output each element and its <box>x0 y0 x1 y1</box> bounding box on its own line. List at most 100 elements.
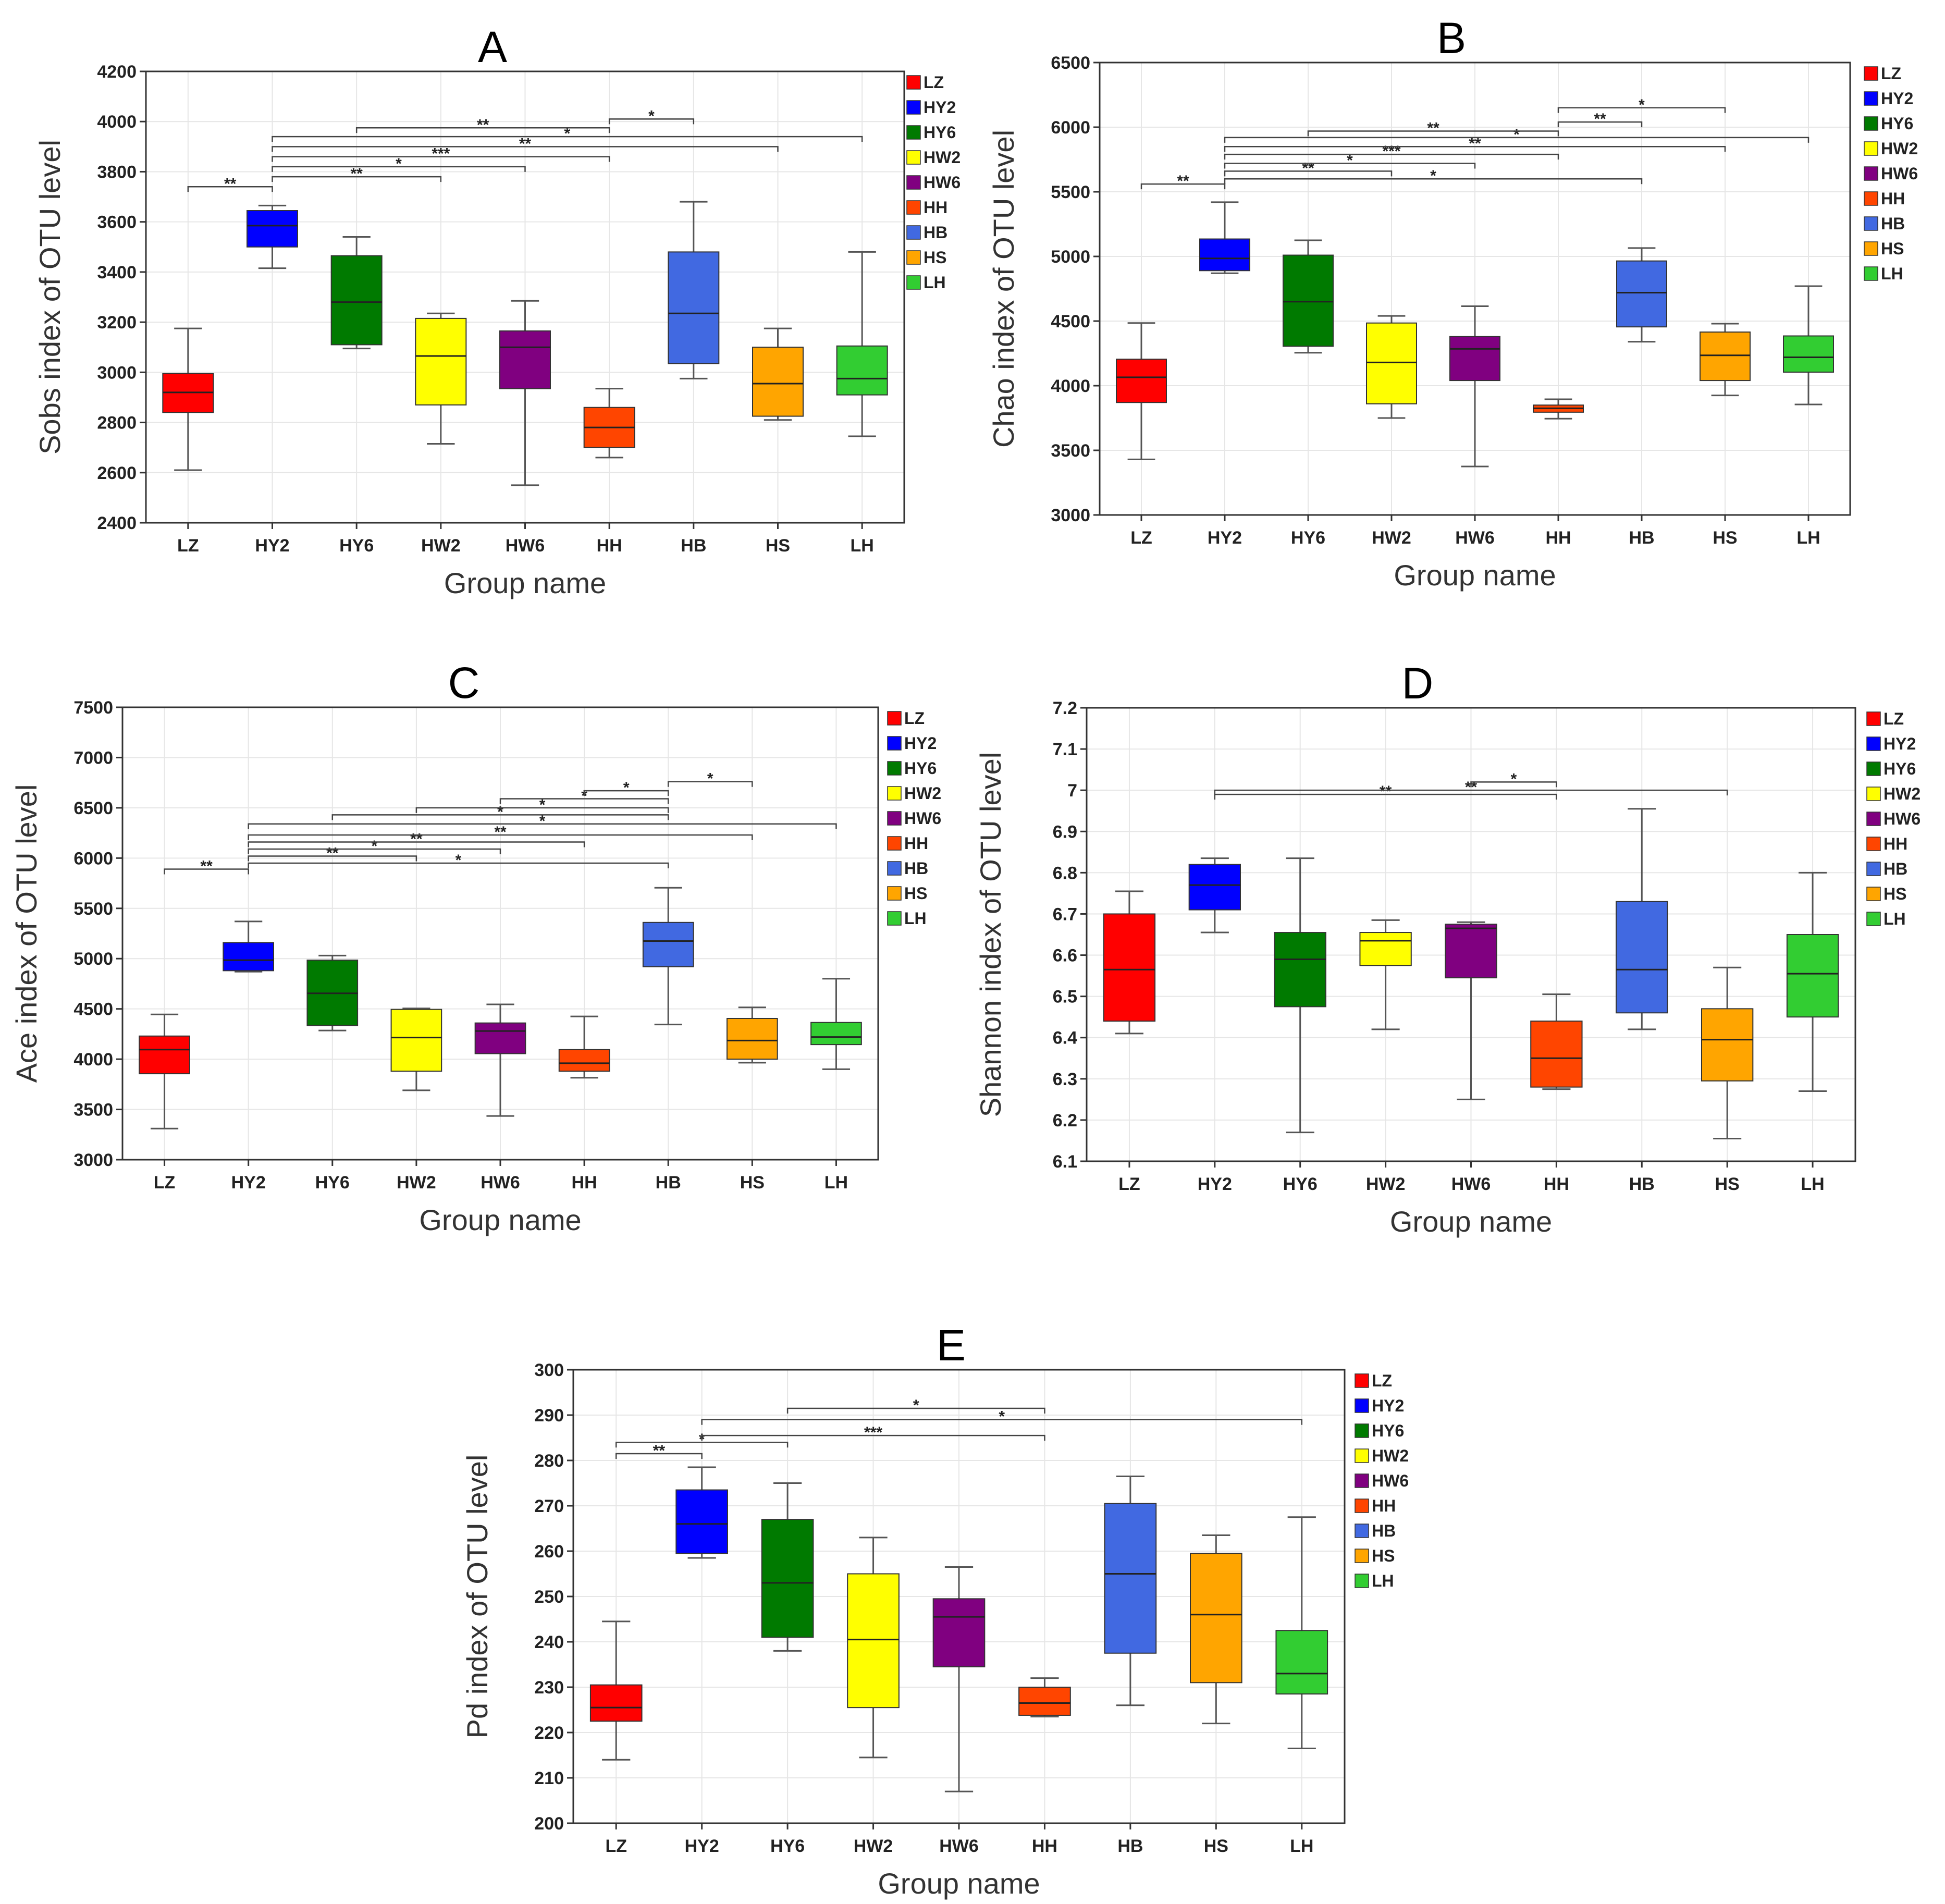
legend-label: HW2 <box>1881 139 1918 158</box>
bracket-line <box>583 790 669 796</box>
bracket-line <box>1224 178 1643 185</box>
legend-swatch <box>1355 1423 1369 1438</box>
y-tick-label: 6500 <box>73 799 113 818</box>
legend-item-hy6: HY6 <box>906 123 956 142</box>
y-tick-label: 4500 <box>1051 312 1090 331</box>
box-hw6 <box>499 300 551 486</box>
legend-item-hy2: HY2 <box>1866 734 1916 753</box>
legend-label: HW2 <box>1884 784 1921 803</box>
box-body <box>1190 1553 1242 1684</box>
legend-label: LH <box>1881 264 1903 283</box>
significance-label: ** <box>224 175 237 192</box>
legend-label: HH <box>1881 189 1905 208</box>
legend-label: LZ <box>904 709 925 728</box>
significance-bracket: * <box>1224 126 1809 143</box>
box-body <box>558 1049 610 1072</box>
legend-swatch <box>1864 141 1878 156</box>
box-hw2 <box>1366 315 1417 419</box>
box-lz <box>1103 890 1156 1035</box>
box-hy6 <box>1274 857 1326 1134</box>
legend-swatch <box>1866 912 1881 926</box>
bracket-line <box>701 1419 1303 1425</box>
significance-bracket: * <box>1470 770 1557 788</box>
y-tick-label: 210 <box>534 1768 564 1788</box>
legend-item-lz: LZ <box>1866 709 1904 728</box>
y-tick-label: 6000 <box>1051 118 1090 138</box>
y-tick-label: 3000 <box>1051 506 1090 525</box>
y-tick-label: 6.4 <box>1053 1028 1077 1048</box>
x-tick-label: HS <box>1713 528 1737 548</box>
significance-bracket: *** <box>272 145 610 163</box>
box-body <box>1275 1630 1328 1695</box>
box-body <box>1786 934 1839 1018</box>
x-tick-label: HB <box>1117 1836 1143 1856</box>
significance-bracket: * <box>415 796 669 814</box>
y-tick-label: 3000 <box>97 363 137 383</box>
y-axis-title: Ace index of OTU level <box>10 784 43 1083</box>
legend-item-hb: HB <box>1866 859 1907 878</box>
x-tick-label: HS <box>1715 1174 1740 1194</box>
x-tick-label: HB <box>656 1173 681 1193</box>
significance-label: * <box>1513 126 1520 143</box>
box-hy6 <box>1283 239 1334 354</box>
legend-item-lz: LZ <box>906 73 944 92</box>
significance-label: * <box>497 803 503 820</box>
y-tick-label: 220 <box>534 1723 564 1743</box>
legend-item-hw2: HW2 <box>1866 784 1921 803</box>
bracket-line <box>1214 793 1557 800</box>
bracket-line <box>248 823 837 829</box>
y-tick-label: 6.3 <box>1053 1070 1077 1089</box>
box-hs <box>1700 323 1751 397</box>
legend-swatch <box>1355 1498 1369 1513</box>
significance-label: ** <box>200 858 213 875</box>
legend-item-hw6: HW6 <box>1355 1471 1409 1490</box>
significance-label: * <box>564 125 570 142</box>
box-hw2 <box>1359 919 1412 1030</box>
legend-item-hh: HH <box>906 198 947 217</box>
box-lz <box>139 1013 190 1129</box>
significance-label: ** <box>410 830 423 847</box>
significance-bracket: * <box>667 770 753 788</box>
legend-label: HY6 <box>1881 114 1913 133</box>
legend-item-lz: LZ <box>1864 64 1901 83</box>
legend: LZ HY2 HY6 HW2 HW6 HH HB HS LH <box>1866 709 1921 928</box>
significance-label: ** <box>326 844 339 862</box>
box-hs <box>752 327 804 421</box>
y-tick-label: 7 <box>1067 781 1077 801</box>
legend-swatch <box>1866 787 1881 801</box>
legend-label: LZ <box>1372 1371 1392 1390</box>
legend: LZ HY2 HY6 HW2 HW6 HH HB HS LH <box>1864 64 1918 283</box>
x-tick-label: LZ <box>177 536 199 556</box>
bracket-line <box>355 127 610 133</box>
legend-swatch <box>1355 1398 1369 1413</box>
box-body <box>810 1022 862 1046</box>
significance-bracket: ** <box>355 116 610 133</box>
significance-bracket: ** <box>164 858 249 875</box>
legend-label: HW6 <box>904 809 941 828</box>
y-tick-label: 6500 <box>1051 53 1090 73</box>
significance-bracket: * <box>786 1397 1045 1414</box>
box-body <box>1359 932 1412 966</box>
box-body <box>932 1598 986 1667</box>
bracket-line <box>499 798 669 804</box>
box-body <box>642 922 694 967</box>
x-tick-label: HW6 <box>506 536 545 556</box>
legend-label: HY6 <box>924 123 956 142</box>
box-hh <box>583 388 635 459</box>
box-hw2 <box>415 312 467 445</box>
significance-bracket: * <box>248 838 501 855</box>
box-hw6 <box>932 1566 986 1792</box>
x-tick-label: HH <box>572 1173 597 1193</box>
x-tick-label: HS <box>1204 1836 1228 1856</box>
legend-swatch <box>887 786 902 801</box>
x-tick-label: HH <box>1545 528 1571 548</box>
bracket-line <box>248 855 417 862</box>
x-tick-label: HW6 <box>481 1173 520 1193</box>
x-tick-label: HY6 <box>1291 528 1325 548</box>
x-tick-label: HY6 <box>770 1836 805 1856</box>
significance-bracket: * <box>248 852 669 869</box>
box-hw6 <box>1449 305 1500 468</box>
y-tick-label: 6.9 <box>1053 822 1077 842</box>
significance-bracket: ** <box>248 844 417 862</box>
legend-swatch <box>1864 241 1878 256</box>
